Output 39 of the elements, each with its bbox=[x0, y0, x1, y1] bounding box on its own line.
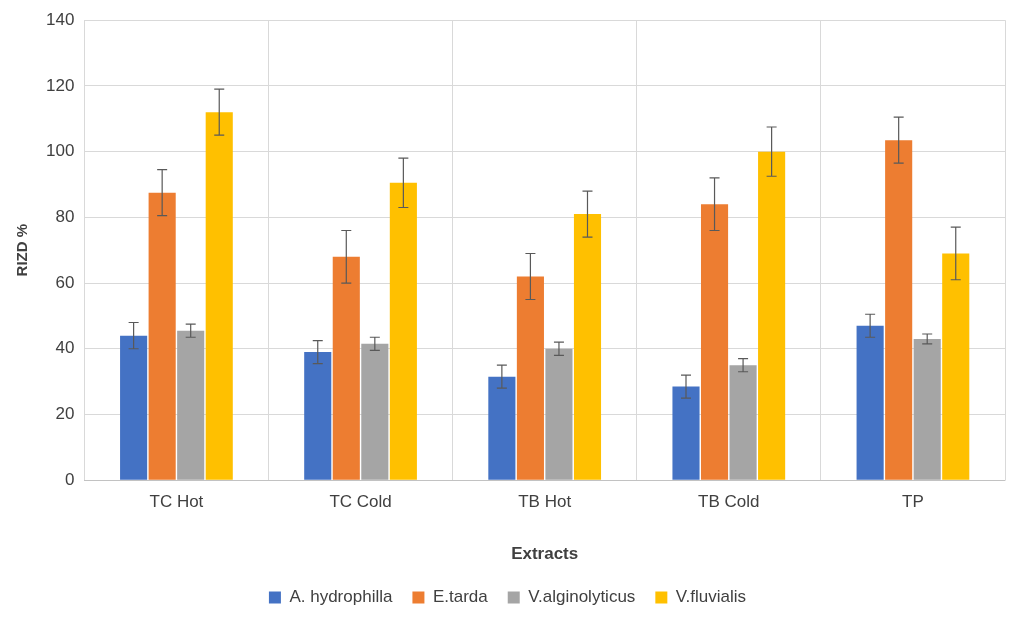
y-tick-label: 0 bbox=[64, 469, 75, 489]
bar bbox=[758, 151, 786, 480]
y-tick-label: 40 bbox=[55, 338, 75, 358]
y-tick-label: 140 bbox=[45, 9, 75, 29]
bar bbox=[942, 253, 970, 480]
x-tick-label: TC Hot bbox=[149, 492, 204, 512]
bar bbox=[148, 192, 176, 480]
y-axis-title: RIZD % bbox=[13, 223, 31, 277]
legend-label: E.tarda bbox=[432, 587, 489, 607]
legend-label: A. hydrophilla bbox=[289, 587, 393, 607]
x-tick-label: TC Cold bbox=[329, 492, 392, 512]
x-axis-title: Extracts bbox=[511, 544, 579, 564]
y-tick-label: 120 bbox=[45, 75, 75, 95]
bar bbox=[332, 256, 360, 480]
bar bbox=[913, 338, 941, 480]
bar bbox=[545, 348, 573, 480]
bar bbox=[885, 140, 913, 480]
bar bbox=[573, 214, 602, 480]
bar bbox=[205, 112, 233, 480]
y-tick-label: 100 bbox=[45, 141, 75, 161]
legend-label: V.fluvialis bbox=[675, 587, 747, 607]
bar bbox=[304, 352, 332, 480]
x-tick-label: TP bbox=[902, 492, 924, 512]
bar bbox=[672, 386, 700, 480]
bar bbox=[516, 276, 544, 480]
bar bbox=[361, 343, 389, 480]
bar bbox=[700, 204, 729, 480]
x-tick-label: TB Cold bbox=[698, 492, 760, 512]
y-tick-label: 60 bbox=[55, 272, 75, 292]
bar bbox=[856, 325, 884, 480]
y-tick-label: 80 bbox=[55, 207, 75, 227]
legend-label: V.alginolyticus bbox=[528, 587, 636, 607]
bar bbox=[120, 335, 148, 480]
x-tick-label: TB Hot bbox=[518, 492, 572, 512]
y-tick-label: 20 bbox=[55, 404, 75, 424]
bar bbox=[389, 182, 417, 480]
bar bbox=[488, 376, 516, 480]
bar bbox=[177, 330, 205, 480]
bar bbox=[729, 365, 757, 480]
